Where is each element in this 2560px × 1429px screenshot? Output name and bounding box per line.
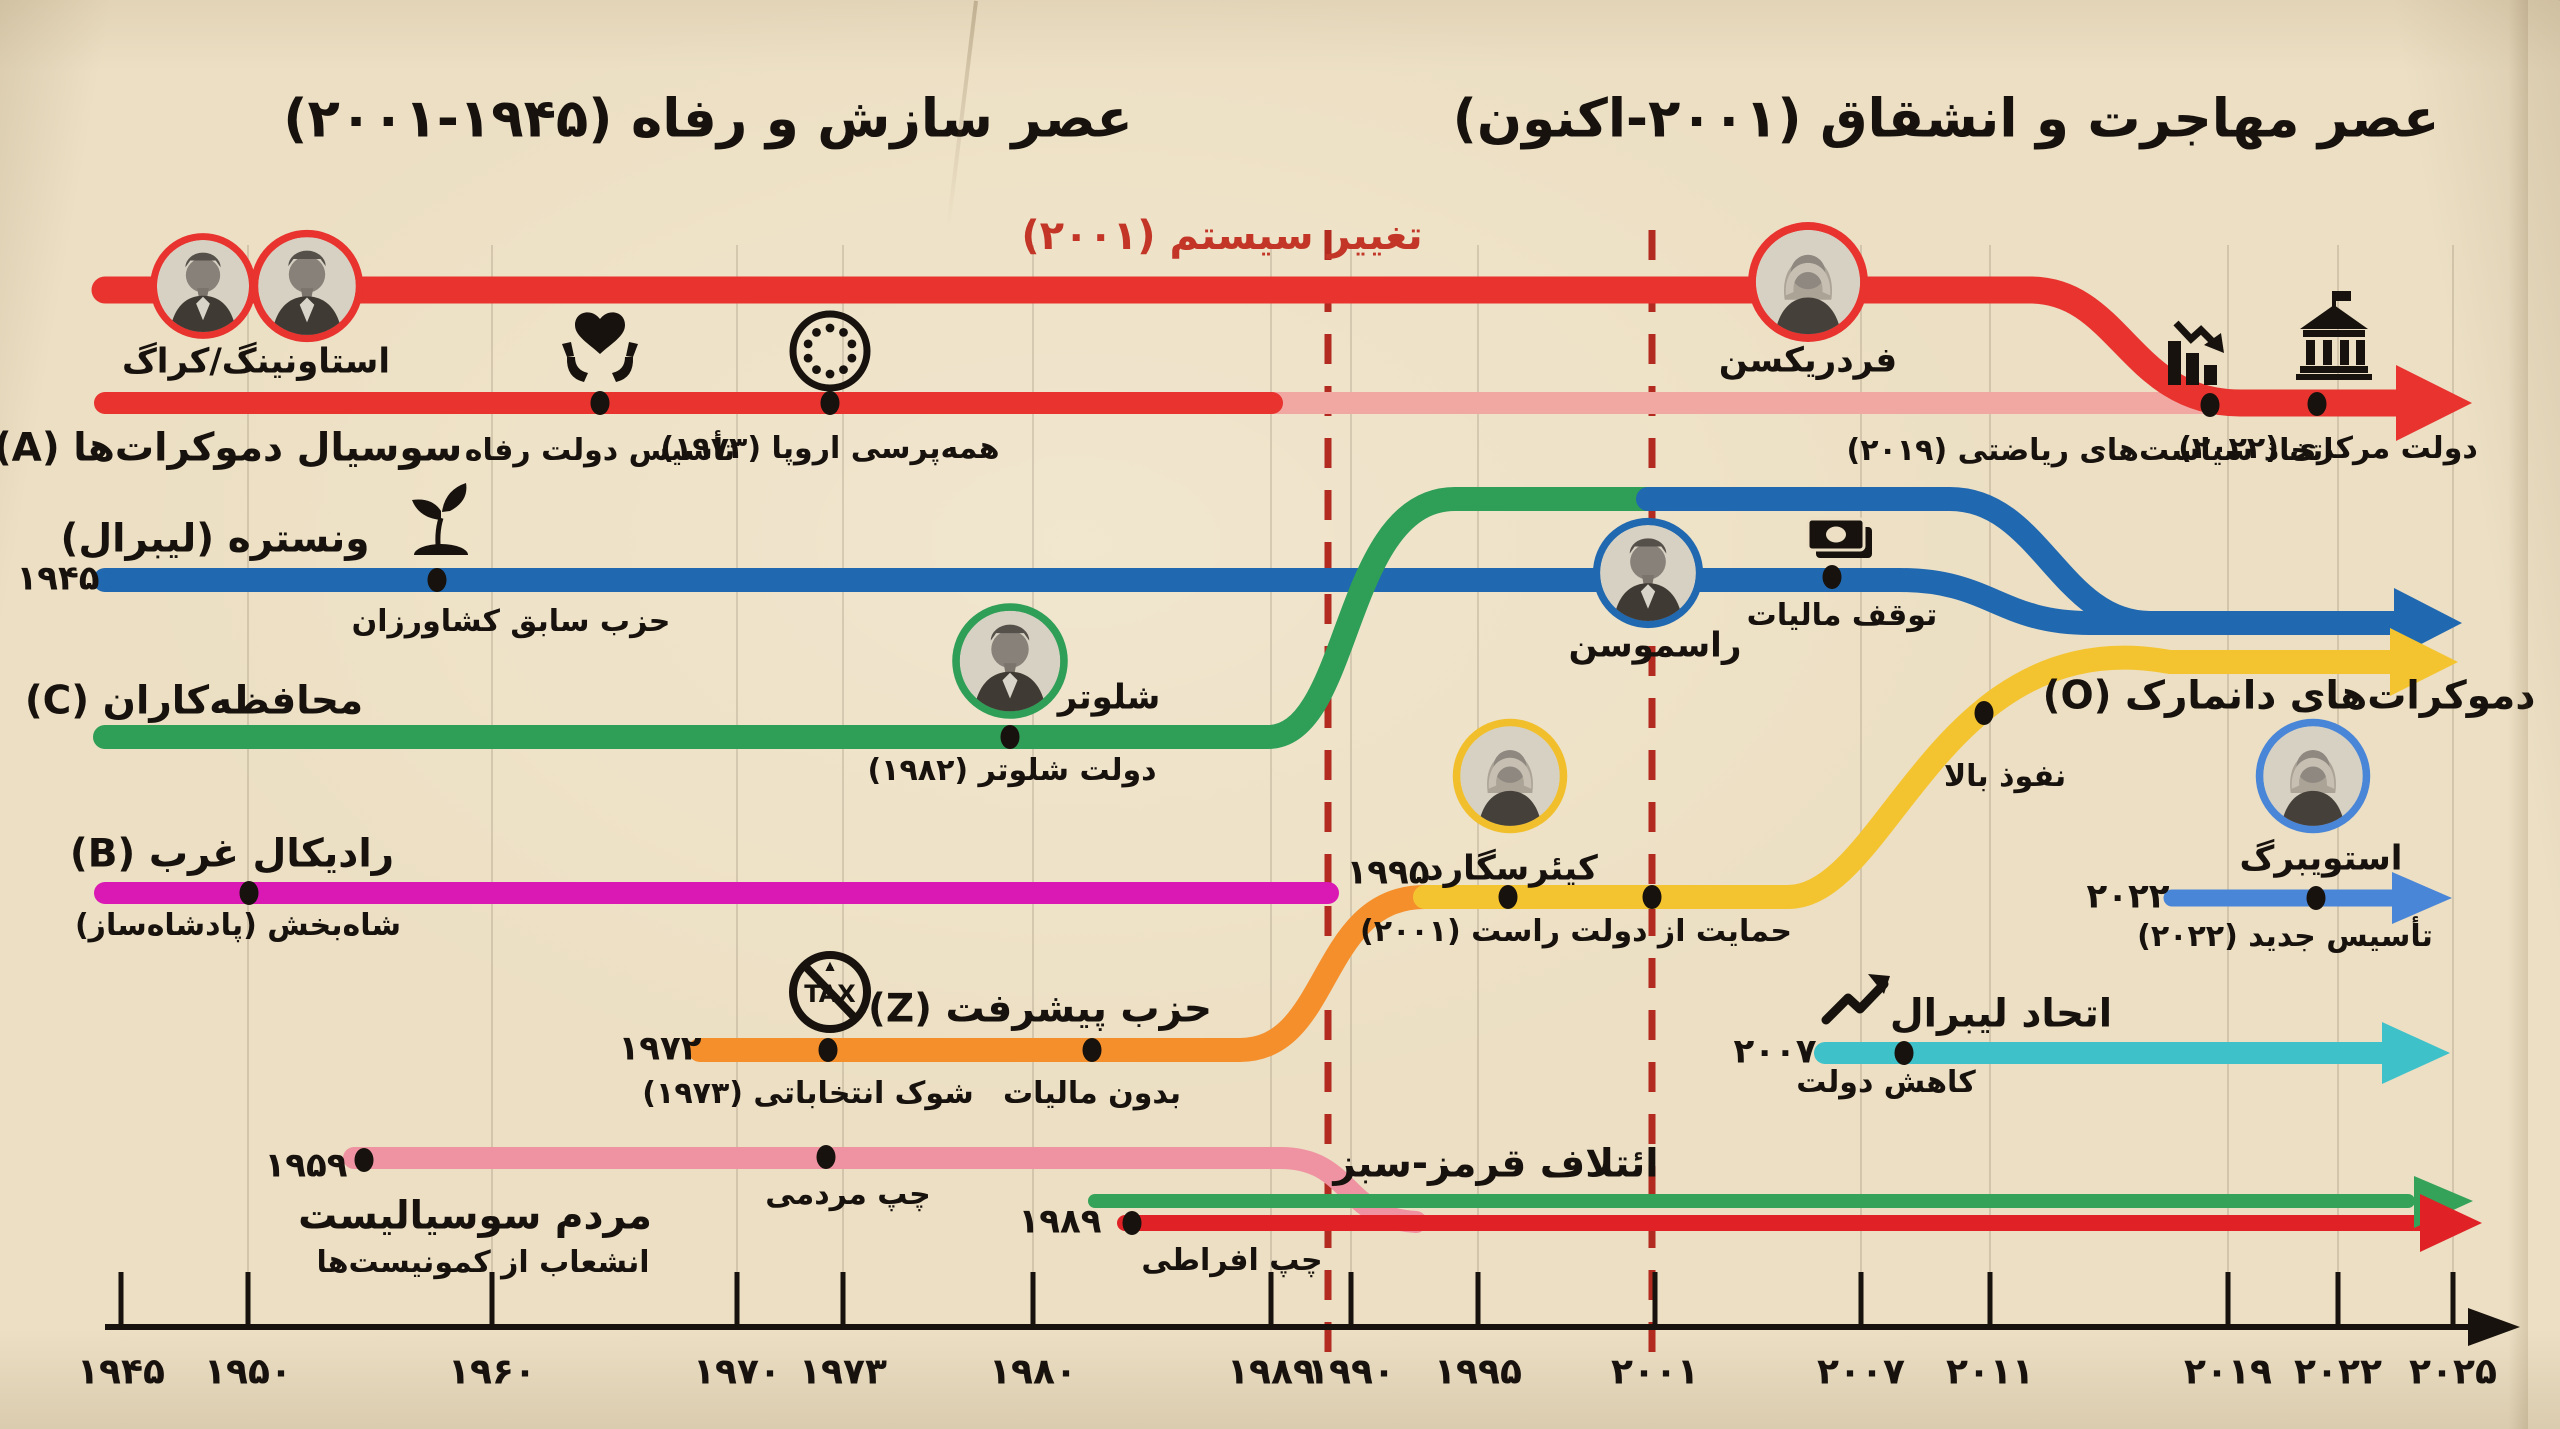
conservatives-line	[93, 487, 1660, 749]
no-tax-icon: TAX	[789, 951, 871, 1033]
event-label-central-government-2022: دولت مرکزی (۲۰۲۲)	[2178, 430, 2478, 466]
event-label-no-taxes: بدون مالیات	[1002, 1075, 1182, 1111]
red-green-red-arrowhead	[2420, 1194, 2482, 1252]
axis-year-1970: ۱۹۷۰	[693, 1351, 781, 1393]
year-label-1972-progress: ۱۹۷۲	[618, 1028, 702, 1069]
event-label-welfare-state: تأسیس دولت رفاه	[464, 432, 736, 468]
event-label-tax-freeze: توقف مالیات	[1746, 597, 1938, 633]
party-label-progress-party: حزب پیشرفت (Z)	[868, 986, 1212, 1032]
label-frederiksen: فردریکسن	[1718, 340, 1898, 381]
venstre-line	[93, 568, 2102, 635]
party-label-liberal-alliance: اتحاد لیبرال	[1889, 991, 2113, 1037]
portrait-stauning	[150, 233, 256, 339]
progress-party-line	[688, 885, 1437, 1062]
axis-year-2019: ۲۰۱۹	[2184, 1351, 2272, 1393]
label-rasmussen: راسموسن	[1568, 625, 1742, 666]
event-label-election-shock-1973: شوک انتخاباتی (۱۹۷۳)	[642, 1075, 974, 1111]
axis-year-2011: ۲۰۱۱	[1946, 1351, 2034, 1393]
party-lines	[91, 276, 2436, 1233]
social-democrats-government-line	[91, 276, 2422, 417]
axis-arrowhead	[2468, 1308, 2520, 1346]
era-title-left: عصر سازش و رفاه (۱۹۴۵-۲۰۰۱)	[283, 88, 1133, 150]
event-label-schluter-government-1982: دولت شلوتر (۱۹۸۲)	[867, 752, 1157, 788]
party-label-venstre: ونستره (لیبرال)	[60, 516, 370, 562]
seedling-icon	[412, 483, 468, 555]
event-label-new-founding-2022: تأسیس جدید (۲۰۲۲)	[2137, 918, 2433, 954]
liberal-alliance-arrowhead	[2382, 1022, 2450, 1084]
party-label-denmark-democrats-line: دموکرات‌های دانمارک (O)	[2042, 673, 2536, 719]
leader-portraits	[150, 222, 2371, 834]
axis-ticks	[118, 1272, 2456, 1327]
event-label-shrink-government: کاهش دولت	[1796, 1064, 1976, 1100]
label-stojberg: استویبرگ	[2239, 838, 2403, 879]
axis-year-1990: ۱۹۹۰	[1307, 1351, 1395, 1393]
axis-year-1973: ۱۹۷۳	[799, 1351, 887, 1393]
event-label-popular-left: چپ مردمی	[765, 1176, 931, 1212]
event-dots	[239, 391, 2327, 1235]
event-label-support-right-government-2001: حمایت از دولت راست (۲۰۰۱)	[1360, 913, 1792, 949]
portrait-frederiksen	[1748, 222, 1868, 342]
year-label-1945-venstre: ۱۹۴۵	[16, 558, 100, 599]
social-democrats-arrowhead	[2396, 365, 2472, 441]
party-label-socialist-peoples: مردم سوسیالیست	[298, 1193, 652, 1239]
axis-year-1950: ۱۹۵۰	[204, 1351, 292, 1393]
event-label-austerity-2019: اتخاذ سیاست‌های ریاضتی (۲۰۱۹)	[1846, 432, 2334, 468]
time-axis	[105, 1272, 2520, 1346]
eu-referendum-stars-circle-icon	[789, 310, 871, 392]
axis-year-2025: ۲۰۲۵	[2409, 1351, 2497, 1393]
axis-year-1995: ۱۹۹۵	[1434, 1351, 1522, 1393]
government-building-icon	[2296, 291, 2372, 380]
label-stauning-krag: استاونینگ/کراگ	[121, 341, 391, 382]
line-arrowheads	[2382, 365, 2482, 1252]
event-icons: TAX	[412, 291, 2372, 1033]
axis-year-2007: ۲۰۰۷	[1817, 1351, 1905, 1393]
event-label-far-left: چپ افراطی	[1141, 1242, 1323, 1278]
year-label-1989-red-green: ۱۹۸۹	[1018, 1201, 1102, 1242]
year-label-2022-denmark-democrats: ۲۰۲۲	[2086, 876, 2170, 917]
year-gridlines	[247, 245, 2454, 1320]
portrait-rasmussen	[1592, 517, 1704, 629]
year-label-2007-liberal-alliance: ۲۰۰۷	[1733, 1031, 1817, 1072]
danish-peoples-arrowhead	[2390, 628, 2458, 696]
axis-year-1989: ۱۹۸۹	[1227, 1351, 1315, 1393]
system-change-label: تغییر سیستم (۲۰۰۱)	[1021, 213, 1423, 259]
hands-heart-icon	[562, 312, 638, 382]
party-label-red-green-alliance: ائتلاف قرمز-سبز	[1333, 1141, 1659, 1187]
axis-year-1960: ۱۹۶۰	[448, 1351, 536, 1393]
label-kjaersgaard: کیئرسگارد	[1426, 848, 1598, 889]
portrait-krag	[250, 229, 364, 343]
trend-up-arrow-icon	[1821, 974, 1890, 1025]
event-label-communist-split: انشعاب از کمونیست‌ها	[316, 1244, 650, 1280]
banknote-icon	[1806, 517, 1872, 558]
event-label-kingmaker: شاه‌بخش (پادشاه‌ساز)	[74, 907, 402, 943]
axis-year-2001: ۲۰۰۱	[1611, 1351, 1699, 1393]
era-title-right: عصر مهاجرت و انشقاق (۲۰۰۱-اکنون)	[1452, 88, 2441, 150]
event-label-high-influence: نفوذ بالا	[1943, 758, 2067, 794]
axis-year-1980: ۱۹۸۰	[989, 1351, 1077, 1393]
label-schluter: شلوتر	[1057, 677, 1161, 718]
party-label-social-democrats: سوسیال دموکرات‌ها (A)	[0, 425, 463, 471]
year-label-1995-danish-peoples: ۱۹۹۵	[1346, 852, 1430, 893]
portrait-schluter	[952, 603, 1068, 719]
portrait-stojberg	[2255, 718, 2371, 834]
year-label-1959-socialist-peoples: ۱۹۵۹	[264, 1145, 348, 1186]
party-label-conservatives: محافظه‌کاران (C)	[24, 678, 364, 724]
axis-year-2022: ۲۰۲۲	[2294, 1351, 2382, 1393]
portrait-kjaersgaard	[1452, 718, 1568, 834]
danish-peoples-line	[1413, 645, 2406, 909]
declining-bars-icon	[2168, 320, 2224, 385]
event-label-former-farmers-party: حزب سابق کشاورزان	[351, 603, 671, 639]
axis-year-1945: ۱۹۴۵	[77, 1351, 165, 1393]
party-label-radical-left: رادیکال غرب (B)	[69, 831, 395, 877]
event-label-eu-referendum: همه‌پرسی اروپا (۱۹۷۳)	[660, 430, 1000, 466]
denmark-democrats-arrowhead	[2392, 872, 2452, 924]
